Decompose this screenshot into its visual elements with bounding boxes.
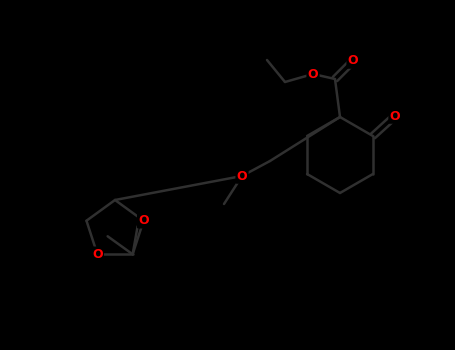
Text: O: O — [237, 169, 248, 182]
Text: O: O — [92, 248, 103, 261]
Text: O: O — [308, 68, 318, 80]
Text: O: O — [348, 55, 359, 68]
Text: O: O — [389, 110, 400, 122]
Text: O: O — [138, 214, 149, 227]
